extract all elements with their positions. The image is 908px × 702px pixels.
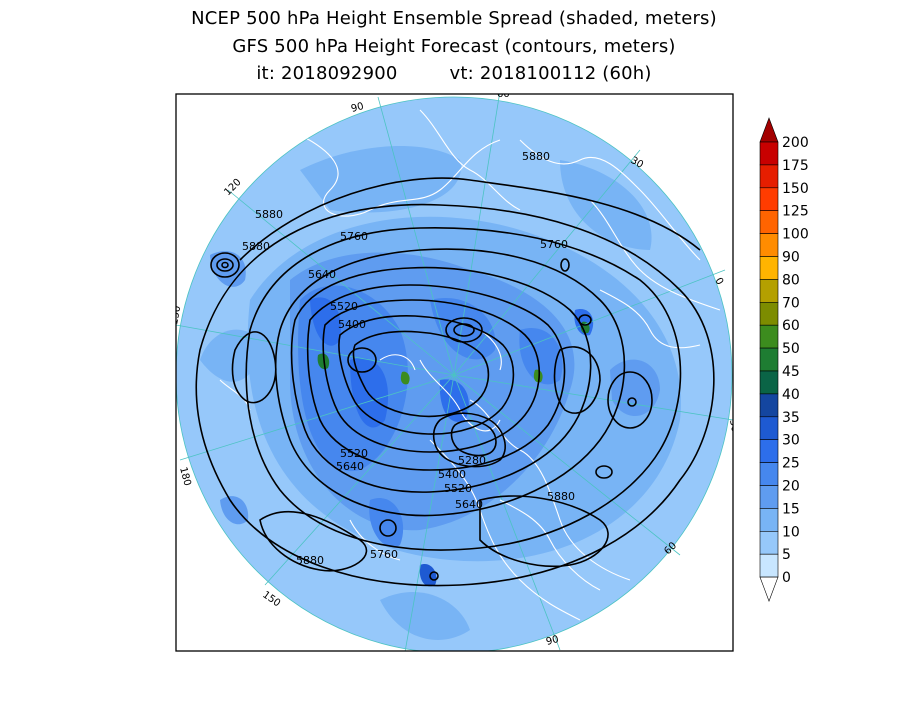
lon-label: 120 bbox=[391, 652, 412, 666]
lon-label: 120 bbox=[222, 177, 243, 198]
colorbar-label: 70 bbox=[782, 295, 800, 311]
colorbar-label: 15 bbox=[782, 501, 800, 517]
colorbar-swatch bbox=[759, 508, 779, 532]
contour-label: 5880 bbox=[255, 208, 283, 221]
colorbar-bottom-arrow bbox=[759, 576, 779, 602]
lon-label: 90 bbox=[350, 101, 365, 115]
colorbar-label: 5 bbox=[782, 547, 791, 563]
colorbar-swatch bbox=[759, 233, 779, 257]
contour-label: 5760 bbox=[370, 548, 398, 561]
coastlines bbox=[219, 109, 721, 621]
colorbar-label: 125 bbox=[782, 204, 809, 220]
contour-label: 5640 bbox=[455, 498, 483, 511]
colorbar-swatch bbox=[759, 370, 779, 395]
lon-label: 90 bbox=[545, 634, 560, 648]
contour-label: 5760 bbox=[340, 230, 368, 243]
colorbar-label: 90 bbox=[782, 250, 800, 266]
spread-shading bbox=[200, 146, 681, 640]
colorbar-label: 40 bbox=[782, 387, 800, 403]
contour-label: 5520 bbox=[444, 482, 472, 495]
colorbar-swatch bbox=[759, 187, 779, 212]
colorbar-swatch bbox=[759, 462, 779, 486]
title-line-3: it: 2018092900 vt: 2018100112 (60h) bbox=[0, 63, 908, 84]
colorbar-top-arrow bbox=[759, 117, 779, 143]
contour-label: 5640 bbox=[336, 460, 364, 473]
colorbar-swatch bbox=[759, 164, 779, 189]
colorbar-label: 35 bbox=[782, 410, 800, 426]
title-line-2: GFS 500 hPa Height Forecast (contours, m… bbox=[232, 36, 676, 57]
colorbar-label: 80 bbox=[782, 272, 800, 288]
colorbar-swatch bbox=[759, 279, 779, 303]
colorbar-swatch bbox=[759, 141, 779, 166]
colorbar-label: 45 bbox=[782, 364, 800, 380]
contour-label: 5760 bbox=[540, 238, 568, 251]
colorbar-swatch bbox=[759, 553, 779, 578]
colorbar-label: 100 bbox=[782, 227, 809, 243]
contour-label: 5400 bbox=[338, 318, 366, 331]
colorbar-label: 175 bbox=[782, 158, 809, 174]
colorbar-label: 60 bbox=[782, 318, 800, 334]
contour-label: 5880 bbox=[242, 240, 270, 253]
colorbar-swatch bbox=[759, 324, 779, 349]
valid-time: vt: 2018100112 (60h) bbox=[449, 63, 652, 84]
lon-label: 60 bbox=[497, 89, 510, 100]
colorbar-swatch bbox=[759, 347, 779, 372]
contour-label: 5520 bbox=[330, 300, 358, 313]
contour-label: 5640 bbox=[308, 268, 336, 281]
colorbar-label: 30 bbox=[782, 433, 800, 449]
contour-label: 5880 bbox=[522, 150, 550, 163]
colorbar-label: 25 bbox=[782, 456, 800, 472]
colorbar-swatch bbox=[759, 256, 779, 280]
contour-label: 5280 bbox=[458, 454, 486, 467]
colorbar-label: 50 bbox=[782, 341, 800, 357]
contour-label: 5400 bbox=[438, 468, 466, 481]
height-contours bbox=[195, 177, 715, 587]
colorbar-label: 10 bbox=[782, 524, 800, 540]
contour-label: 5520 bbox=[340, 447, 368, 460]
colorbar-label: 0 bbox=[782, 570, 791, 586]
title-line-1: NCEP 500 hPa Height Ensemble Spread (sha… bbox=[191, 8, 717, 29]
colorbar-label: 200 bbox=[782, 135, 809, 151]
init-time: it: 2018092900 bbox=[256, 63, 398, 84]
map-frame bbox=[175, 93, 734, 652]
lon-label: 0 bbox=[712, 276, 725, 287]
colorbar-swatch bbox=[759, 485, 779, 509]
lon-label: 150 bbox=[169, 305, 183, 326]
lon-label: 180 bbox=[177, 466, 193, 487]
lon-label: 30 bbox=[727, 419, 740, 433]
graticule bbox=[176, 94, 733, 651]
colorbar-swatch bbox=[759, 301, 779, 326]
colorbar-swatch bbox=[759, 393, 779, 418]
colorbar: 2001751501251009080706050454035302520151… bbox=[759, 117, 809, 602]
contour-labels: 5880 5880 5880 5880 5760 5760 5640 5520 … bbox=[242, 150, 575, 567]
lon-label: 150 bbox=[260, 589, 282, 609]
contour-label: 5880 bbox=[296, 554, 324, 567]
colorbar-swatch bbox=[759, 439, 779, 463]
colorbar-label: 150 bbox=[782, 181, 809, 197]
contour-label: 5880 bbox=[547, 490, 575, 503]
colorbar-swatch bbox=[759, 210, 779, 234]
colorbar-swatch bbox=[759, 416, 779, 440]
colorbar-swatch bbox=[759, 530, 779, 555]
colorbar-label: 20 bbox=[782, 479, 800, 495]
